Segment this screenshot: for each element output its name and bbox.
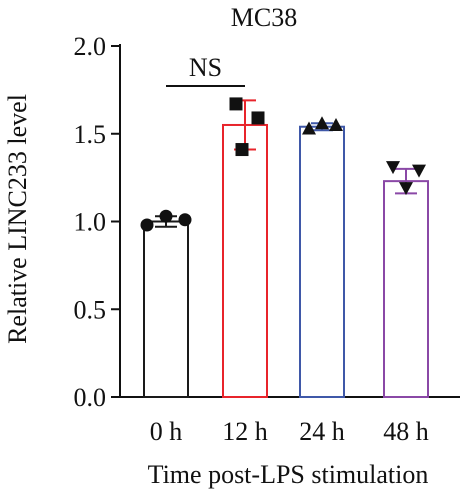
y-tick-label: 1.0 [74, 208, 107, 237]
y-axis-label: Relative LINC233 level [3, 94, 32, 344]
data-point-circle [178, 213, 192, 227]
axes: 0.0 0.5 1.0 1.5 2.0 [74, 32, 460, 412]
data-point-circle [159, 209, 173, 223]
y-tick-label: 1.5 [74, 120, 107, 149]
bar-group-0h: 0 h [140, 209, 192, 446]
data-point-triangle-up [329, 117, 343, 131]
y-tick-label: 0.5 [74, 295, 107, 324]
data-point-circle [140, 218, 154, 232]
data-point-triangle-up [302, 121, 316, 135]
bars: 0 h 12 h 24 h 48 h [140, 97, 429, 446]
significance-label: NS [189, 53, 222, 82]
bar [222, 123, 268, 398]
data-point-triangle-down [412, 164, 426, 178]
bar [383, 180, 429, 398]
y-tick-label: 2.0 [74, 32, 107, 61]
x-tick-label: 12 h [222, 417, 268, 446]
x-axis-label: Time post-LPS stimulation [148, 460, 429, 489]
x-tick-label: 48 h [383, 417, 429, 446]
data-point-triangle-down [399, 182, 413, 196]
bar-group-24h: 24 h [299, 116, 345, 446]
chart-title: MC38 [231, 3, 297, 32]
x-tick-label: 24 h [299, 417, 345, 446]
data-point-square [251, 111, 265, 125]
x-tick-label: 0 h [150, 417, 183, 446]
bar [299, 125, 345, 398]
data-point-triangle-up [315, 116, 329, 130]
data-point-triangle-down [386, 161, 400, 175]
data-point-square [235, 143, 249, 157]
annotations: NS [166, 53, 245, 87]
y-tick-label: 0.0 [74, 383, 107, 412]
data-point-square [229, 97, 243, 111]
bar-group-12h: 12 h [222, 97, 268, 446]
bar [143, 220, 189, 398]
bar-group-48h: 48 h [383, 161, 429, 446]
